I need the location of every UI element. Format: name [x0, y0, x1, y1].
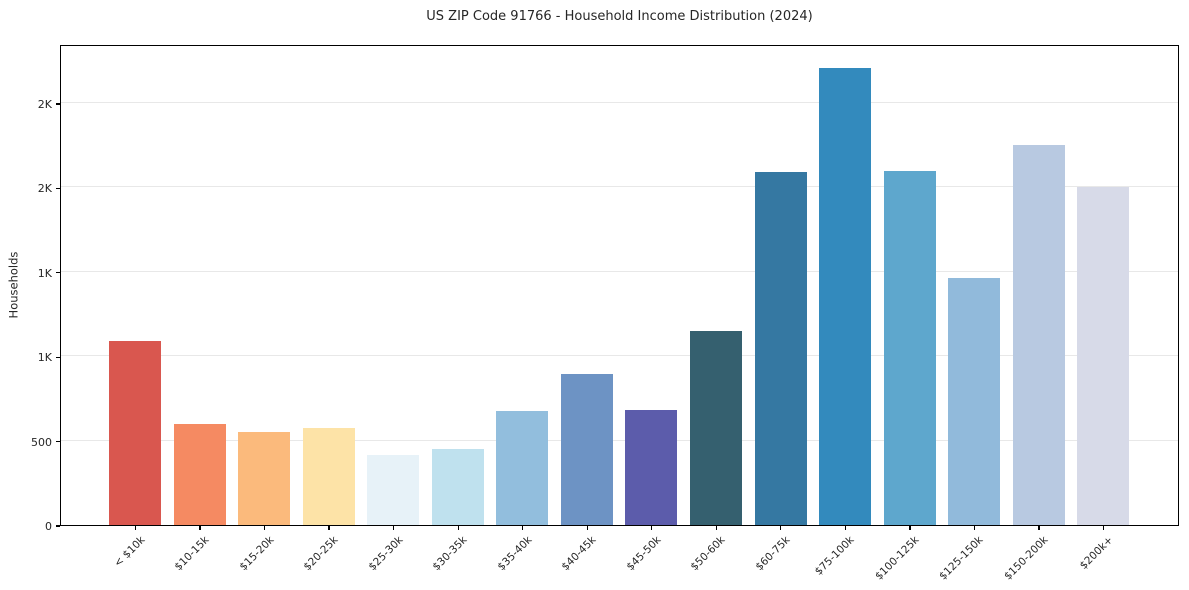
x-tick-mark	[134, 526, 137, 530]
gridline	[61, 355, 1178, 357]
bar-45-50k	[625, 410, 678, 525]
x-tick-mark	[973, 526, 976, 530]
bar-30-35k	[431, 449, 484, 525]
y-tick-label: 1K	[37, 351, 52, 365]
y-tick-mark	[56, 187, 60, 190]
y-tick-label: 2K	[37, 182, 52, 196]
x-tick-mark	[328, 526, 330, 530]
chart-title: US ZIP Code 91766 - Household Income Dis…	[426, 9, 813, 24]
bar-10k	[109, 341, 162, 525]
bar-100-125k	[883, 171, 936, 525]
x-tick-mark	[780, 526, 782, 530]
bar-75-100k	[819, 68, 872, 525]
y-tick-mark	[56, 440, 60, 443]
bar-200k+	[1077, 187, 1130, 525]
gridline	[61, 270, 1178, 272]
gridline	[61, 186, 1178, 188]
x-tick-mark	[1038, 526, 1040, 530]
gridline	[61, 439, 1178, 441]
bar-40-45k	[560, 373, 613, 525]
x-tick-mark	[522, 526, 524, 530]
y-tick-mark	[56, 272, 60, 274]
y-tick-label: 2K	[37, 98, 52, 112]
bar-50-60k	[690, 330, 742, 525]
bar-150-200k	[1012, 145, 1065, 525]
y-tick-mark	[56, 525, 60, 527]
bar-25-30k	[367, 454, 420, 525]
x-tick-label: < $10k	[111, 534, 147, 570]
x-tick-mark	[392, 526, 395, 530]
y-axis-title: Households	[6, 251, 21, 319]
x-tick-mark	[1102, 526, 1105, 530]
y-tick-mark	[56, 356, 60, 358]
x-tick-mark	[199, 526, 201, 530]
gridline	[61, 102, 1178, 104]
bar-60-75k	[754, 172, 807, 525]
x-tick-mark	[586, 526, 588, 530]
x-tick-mark	[909, 526, 911, 530]
x-tick-mark	[263, 526, 266, 530]
bar-20-25k	[302, 427, 355, 525]
bar-125-150k	[948, 277, 1001, 525]
x-tick-mark	[651, 526, 653, 530]
y-tick-label: 1K	[37, 266, 52, 280]
bar-35-40k	[496, 411, 549, 525]
bar-15-20k	[238, 432, 291, 525]
x-tick-mark	[844, 526, 846, 530]
y-tick-label: 0	[45, 520, 52, 533]
y-tick-mark	[56, 103, 60, 105]
x-tick-mark	[457, 526, 459, 530]
plot-area	[60, 45, 1179, 526]
bar-10-15k	[173, 423, 226, 525]
y-tick-label: 500	[31, 435, 52, 449]
x-tick-mark	[715, 526, 717, 530]
